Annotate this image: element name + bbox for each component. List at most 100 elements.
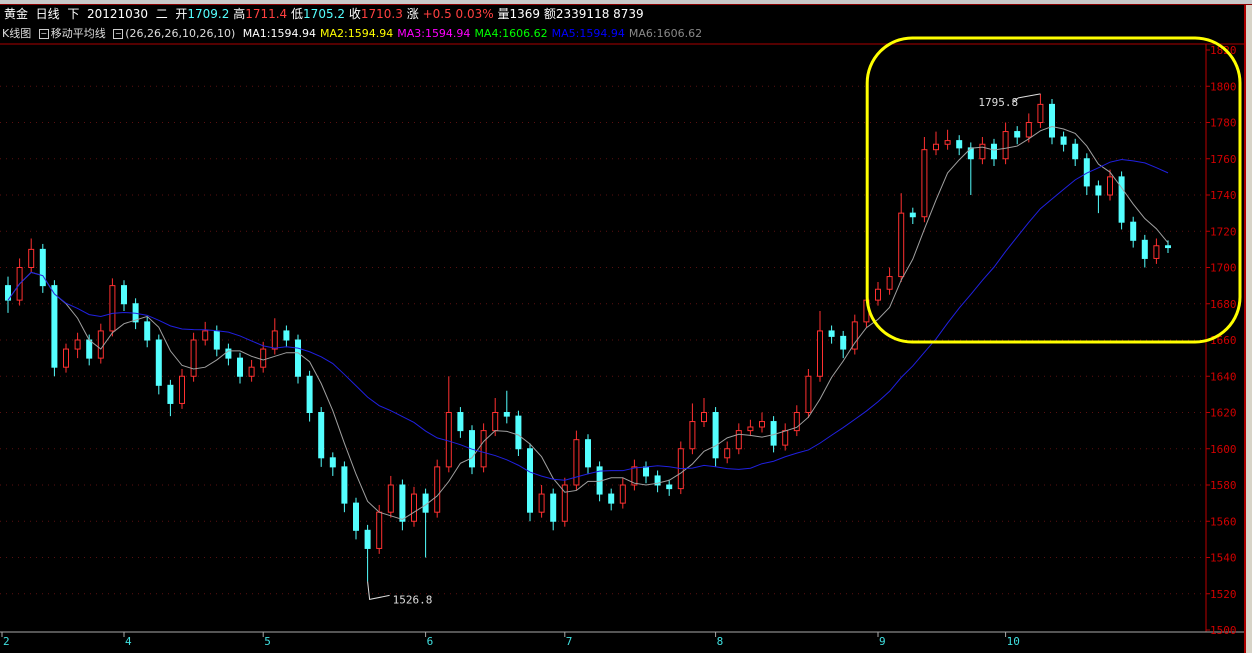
high-value: 1711.4: [245, 7, 288, 21]
high-label: 高: [233, 7, 246, 21]
candle-body: [51, 285, 58, 368]
collapse-icon[interactable]: −: [38, 29, 49, 39]
candle-up: [190, 332, 197, 382]
candle-down: [237, 352, 243, 384]
candle-body: [155, 339, 162, 386]
amount-label: 额: [543, 7, 556, 21]
candle-down: [341, 461, 348, 513]
ma-legend-4: MA4:1606.62: [474, 27, 548, 40]
collapse-icon[interactable]: −: [113, 29, 124, 39]
candle-body: [457, 412, 464, 432]
candle-down: [318, 407, 325, 467]
candle-body: [654, 475, 661, 486]
candle-body: [1107, 176, 1113, 196]
candle-down: [329, 452, 336, 476]
candle-body: [933, 143, 939, 151]
period-label[interactable]: 日线: [35, 7, 60, 21]
candle-down: [283, 325, 290, 348]
candle-body: [121, 285, 127, 305]
plot-background: [0, 44, 1244, 653]
candle-down: [585, 434, 591, 475]
candle-body: [63, 348, 69, 368]
y-tick-label: 1640: [1210, 370, 1237, 383]
candle-body: [735, 430, 742, 450]
candle-up: [538, 485, 545, 518]
ma-long-line: [7, 158, 1169, 481]
candle-up: [619, 477, 626, 509]
candle-body: [492, 412, 499, 432]
candle-body: [550, 493, 557, 522]
candle-up: [411, 486, 417, 527]
candle-body: [956, 140, 963, 149]
candle-body: [561, 484, 568, 522]
candle-body: [944, 140, 951, 145]
candle-down: [956, 135, 963, 156]
candle-body: [643, 466, 649, 477]
candle-up: [248, 359, 255, 382]
candle-down: [550, 488, 557, 531]
candle-up: [1107, 169, 1113, 201]
candle-down: [1014, 126, 1021, 145]
x-tick-label: 6: [427, 635, 434, 648]
candle-body: [619, 484, 626, 504]
candle-down: [295, 334, 301, 384]
candle-body: [979, 143, 986, 160]
chart-type-label[interactable]: K线图: [2, 27, 32, 40]
candle-body: [1037, 103, 1044, 123]
candle-down: [991, 138, 997, 166]
candle-body: [213, 330, 220, 350]
candle-up: [875, 282, 881, 306]
candle-up: [63, 343, 69, 373]
candle-up: [1153, 238, 1160, 264]
candle-body: [1118, 176, 1125, 223]
candle-body: [909, 212, 916, 218]
open-label: 开: [175, 7, 188, 21]
open-value: 1709.2: [187, 7, 230, 21]
candle-up: [387, 475, 394, 518]
window-top-border: [0, 0, 1252, 5]
candle-body: [1130, 221, 1137, 241]
candle-up: [573, 430, 580, 491]
candle-up: [179, 369, 185, 409]
candle-up: [933, 131, 939, 156]
candle-down: [527, 443, 533, 522]
x-tick-label: 9: [879, 635, 886, 648]
right-scrollbar[interactable]: [1244, 5, 1252, 653]
symbol-name: 黄金: [4, 7, 29, 21]
candle-body: [1072, 143, 1079, 160]
y-tick-label: 1700: [1210, 262, 1237, 275]
low-label: 低: [291, 7, 304, 21]
candle-body: [991, 143, 997, 160]
candle-body: [86, 339, 93, 359]
candle-body: [805, 375, 812, 413]
candle-body: [28, 248, 35, 268]
candle-body: [770, 421, 777, 446]
candle-body: [341, 466, 348, 504]
candle-down: [306, 370, 313, 422]
indicator-name[interactable]: 移动平均线: [50, 27, 106, 40]
candle-up: [851, 314, 858, 355]
candle-down: [457, 407, 464, 438]
candle-down: [144, 316, 151, 348]
candle-down: [608, 488, 615, 511]
date-label: 20121030: [86, 7, 149, 21]
candle-body: [109, 285, 116, 332]
y-tick-label: 1540: [1210, 552, 1237, 565]
candle-up: [1037, 93, 1044, 128]
y-tick-label: 1500: [1210, 624, 1237, 637]
candle-down: [1118, 171, 1125, 230]
candle-up: [445, 376, 452, 473]
candle-body: [573, 439, 580, 486]
candle-body: [329, 457, 336, 468]
y-tick-label: 1720: [1210, 225, 1237, 238]
y-tick-label: 1620: [1210, 407, 1237, 420]
candle-down: [225, 343, 232, 366]
candle-body: [74, 339, 81, 350]
low-value: 1705.2: [303, 7, 346, 21]
candle-body: [225, 348, 232, 359]
candle-body: [724, 448, 731, 459]
candle-down: [1060, 131, 1067, 152]
ma-legend-6: MA6:1606.62: [628, 27, 703, 40]
ma-legend-1: MA1:1594.94: [242, 27, 316, 40]
